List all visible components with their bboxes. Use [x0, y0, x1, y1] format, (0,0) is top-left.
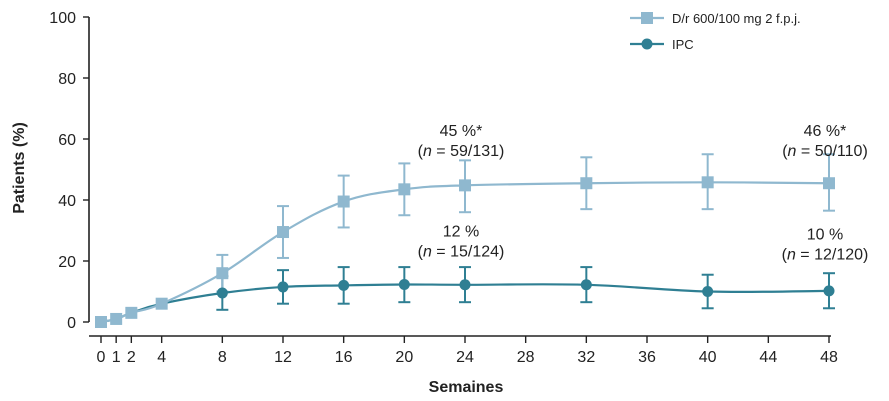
x-tick-label: 16 — [335, 349, 353, 366]
y-tick-label: 60 — [58, 132, 76, 149]
data-point-square — [580, 177, 593, 190]
annotation-n: (n = 12/120) — [782, 247, 869, 264]
data-point-square — [277, 226, 289, 239]
y-axis-title: Patients (%) — [11, 122, 28, 214]
y-tick-label: 0 — [67, 315, 76, 332]
x-tick-label: 0 — [97, 349, 106, 366]
x-tick-label: 4 — [157, 349, 166, 366]
data-point-square — [216, 267, 229, 280]
data-point-square — [823, 177, 835, 190]
x-tick-label: 40 — [699, 349, 717, 366]
x-tick-label: 28 — [517, 349, 535, 366]
data-point-square — [701, 176, 714, 189]
data-point-square — [110, 312, 123, 325]
x-tick-label: 24 — [456, 349, 474, 366]
x-tick-label: 20 — [395, 349, 413, 366]
data-point-circle — [338, 279, 350, 291]
x-tick-label: 48 — [820, 349, 838, 366]
legend-marker-square — [641, 12, 653, 24]
data-point-circle — [823, 285, 835, 297]
legend-label: D/r 600/100 mg 2 f.p.j. — [672, 11, 801, 26]
x-tick-label: 8 — [218, 349, 227, 366]
data-point-circle — [580, 279, 592, 291]
x-tick-label: 2 — [127, 349, 136, 366]
data-point-circle — [277, 281, 289, 293]
data-point-square — [459, 179, 471, 192]
annotation-percent: 45 %* — [440, 123, 483, 140]
annotation-percent: 10 % — [807, 227, 843, 244]
y-tick-label: 80 — [58, 71, 76, 88]
y-tick-label: 100 — [49, 10, 76, 27]
data-point-square — [125, 306, 138, 319]
annotation-n: (n = 15/124) — [418, 244, 505, 261]
annotation-percent: 46 %* — [804, 123, 847, 140]
annotation-n: (n = 50/110) — [782, 143, 868, 160]
series-points — [95, 176, 835, 328]
x-tick-label: 12 — [274, 349, 292, 366]
data-point-square — [95, 316, 107, 328]
data-point-circle — [398, 278, 410, 290]
y-tick-label: 40 — [58, 193, 76, 210]
data-point-circle — [216, 287, 228, 299]
data-point-square — [398, 183, 411, 196]
annotation-percent: 12 % — [443, 224, 479, 241]
data-point-square — [337, 195, 350, 208]
annotation-n: (n = 59/131) — [418, 143, 505, 160]
x-tick-label: 44 — [759, 349, 777, 366]
x-tick-label: 32 — [577, 349, 595, 366]
annotations: 45 %* (n = 59/131) 46 %* (n = 50/110) 12 % (n… — [418, 123, 869, 264]
legend: D/r 600/100 mg 2 f.p.j. IPC — [630, 11, 801, 52]
legend-marker-circle — [641, 38, 653, 50]
legend-label: IPC — [672, 37, 694, 52]
data-point-square — [155, 297, 168, 310]
x-tick-label: 1 — [112, 349, 121, 366]
data-point-circle — [459, 279, 471, 291]
data-point-circle — [702, 286, 714, 297]
x-tick-label: 36 — [638, 349, 656, 366]
y-tick-label: 20 — [58, 254, 76, 271]
x-axis-title: Semaines — [429, 379, 504, 396]
